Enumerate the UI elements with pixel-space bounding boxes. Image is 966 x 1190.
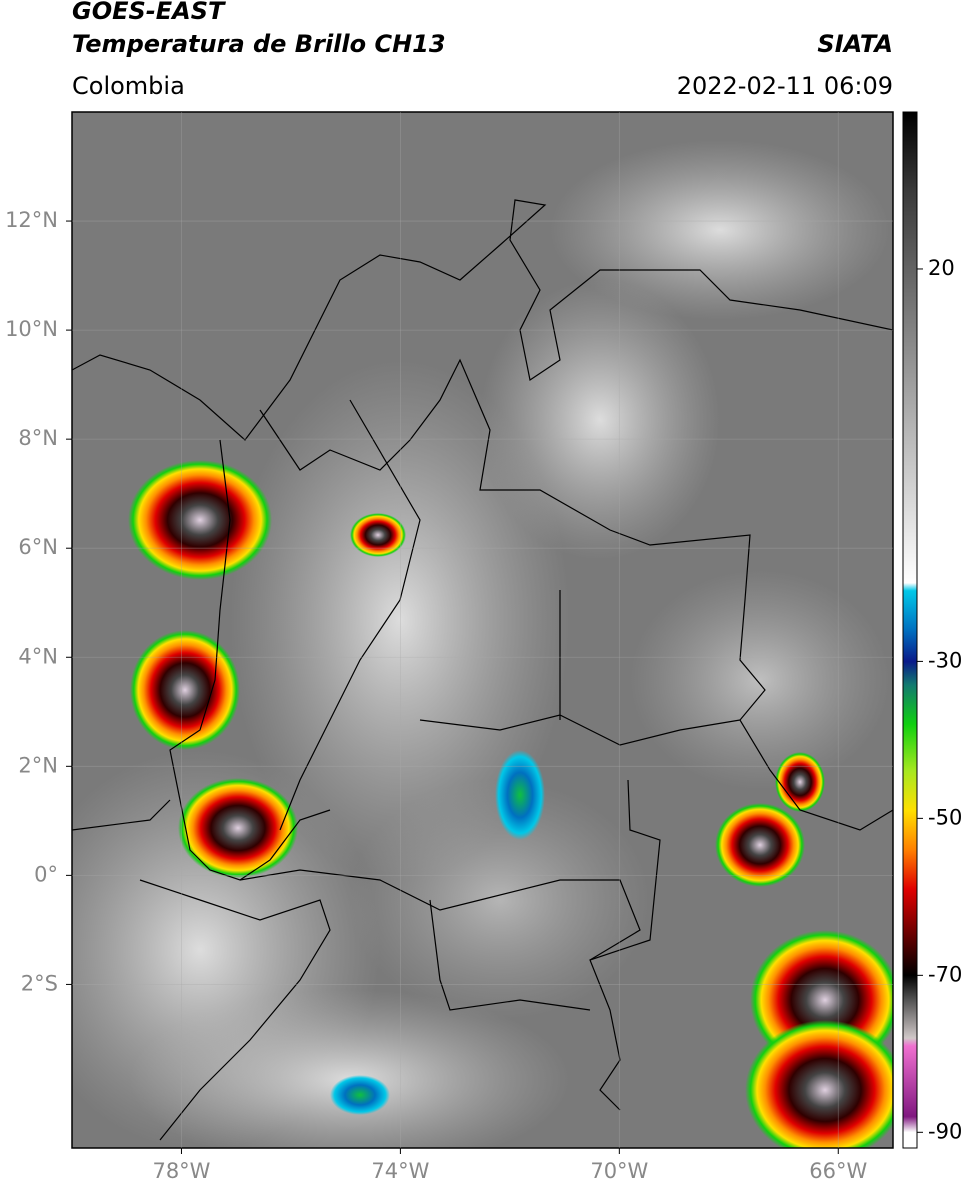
- y-tick-label: 8°N: [18, 426, 58, 450]
- x-tick-label: 70°W: [590, 1159, 648, 1183]
- x-tick-label: 66°W: [809, 1159, 867, 1183]
- subtitle: Temperatura de Brillo CH13: [72, 30, 446, 58]
- y-tick-label: 12°N: [5, 208, 58, 232]
- title: GOES-EAST: [72, 0, 226, 25]
- y-tick-label: 2°S: [21, 971, 58, 995]
- colorbar-tick-label: 20: [928, 256, 955, 280]
- y-tick-label: 0°: [34, 862, 58, 886]
- colorbar-tick-label: -30: [928, 648, 962, 672]
- x-tick-label: 78°W: [152, 1159, 210, 1183]
- colorbar: [902, 111, 918, 1149]
- map-frame: [71, 111, 894, 1149]
- colorbar-tick-label: -50: [928, 805, 962, 829]
- y-tick-label: 6°N: [18, 535, 58, 559]
- x-tick-label: 74°W: [371, 1159, 429, 1183]
- region: Colombia: [72, 72, 185, 100]
- y-tick-label: 4°N: [18, 644, 58, 668]
- colorbar-tick-label: -90: [928, 1119, 962, 1143]
- colorbar-tick-label: -70: [928, 962, 962, 986]
- map-image: [72, 112, 893, 1148]
- source: SIATA: [817, 30, 893, 58]
- datetime: 2022-02-11 06:09: [677, 72, 893, 100]
- y-tick-label: 10°N: [5, 317, 58, 341]
- y-tick-label: 2°N: [18, 753, 58, 777]
